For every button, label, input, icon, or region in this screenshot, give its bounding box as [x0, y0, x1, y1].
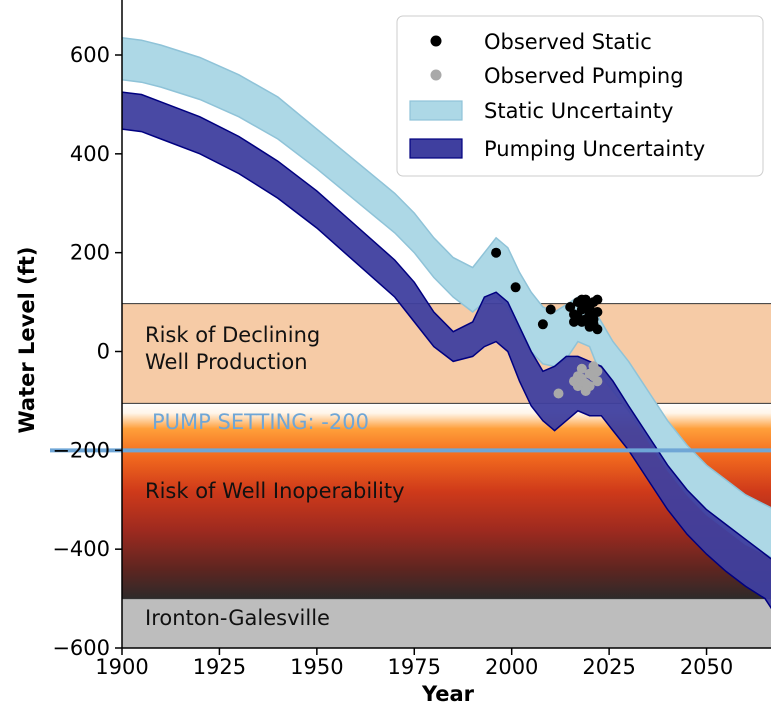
point-observed-pumping: [580, 386, 591, 396]
point-observed-static: [580, 314, 591, 325]
y-tick-label: 600: [70, 43, 110, 67]
zone-label-ironton-galesville: Ironton-Galesville: [145, 606, 330, 630]
legend-marker-observed-pumping: [430, 69, 442, 81]
point-observed-pumping: [592, 366, 603, 377]
x-tick-label: 2050: [680, 655, 733, 679]
point-observed-static: [584, 302, 595, 312]
x-tick-label: 1975: [388, 655, 441, 679]
legend-label-pumping-uncertainty: Pumping Uncertainty: [484, 137, 705, 161]
point-observed-static: [537, 319, 548, 330]
zone-label-risk-of-declining-well-production: Risk of Declining: [145, 323, 320, 347]
point-observed-pumping: [576, 363, 587, 374]
zone-labels-layer: Risk of Declining Well Production Risk of …: [145, 323, 405, 630]
y-tick-label: 400: [70, 142, 110, 166]
point-observed-pumping: [553, 388, 564, 399]
y-tick-label: −200: [52, 438, 110, 462]
band-static-uncertainty: [122, 36, 771, 558]
point-observed-pumping: [572, 371, 583, 382]
legend-marker-observed-static: [430, 35, 442, 47]
point-observed-static: [592, 307, 603, 317]
legend: Observed Static Observed Pumping Static Un…: [396, 15, 764, 177]
point-observed-static: [545, 304, 556, 315]
y-tick-label: −600: [52, 636, 110, 660]
y-tick-label: 200: [70, 241, 110, 265]
x-axis-label: Year: [421, 682, 475, 706]
y-tick-label: 0: [97, 340, 110, 364]
legend-label-observed-pumping: Observed Pumping: [484, 64, 684, 88]
zone-label-risk-of-well-inoperability: Risk of Well Inoperability: [145, 479, 405, 503]
pump-layer: PUMP SETTING: -200: [50, 410, 771, 453]
zone-label-risk-of-declining-well-production: Well Production: [145, 350, 308, 374]
point-observed-static: [569, 316, 579, 327]
point-observed-static: [565, 302, 576, 312]
legend-patch-pumping-uncertainty: [409, 138, 463, 159]
point-observed-pumping: [572, 381, 583, 392]
x-tick-label: 1900: [95, 655, 148, 679]
x-tick-label: 2025: [582, 655, 635, 679]
x-tick-label: 1950: [290, 655, 343, 679]
zone-ironton-galesville: [122, 598, 771, 648]
x-tick-label: 2000: [485, 655, 538, 679]
axes-layer: −600 −400 −200 0 200 400 600 1900 1925 1950 1975 20…: [15, 0, 771, 706]
point-observed-static: [588, 319, 599, 330]
x-tick-label: 1925: [193, 655, 246, 679]
point-observed-static: [576, 294, 587, 305]
y-tick-label: −400: [52, 537, 110, 561]
y-axis-label: Water Level (ft): [15, 247, 39, 434]
point-observed-static: [510, 282, 521, 293]
point-observed-static: [592, 294, 603, 305]
band-pumping-uncertainty: [122, 91, 771, 610]
legend-box: [396, 15, 764, 177]
pump-setting-label: PUMP SETTING: -200: [152, 410, 369, 434]
legend-label-observed-static: Observed Static: [484, 30, 652, 54]
point-observed-pumping: [592, 376, 603, 387]
point-observed-static: [491, 247, 502, 258]
legend-label-static-uncertainty: Static Uncertainty: [484, 99, 673, 123]
bands-layer: [122, 36, 771, 610]
points-layer: [491, 247, 603, 399]
legend-patch-static-uncertainty: [409, 100, 463, 121]
